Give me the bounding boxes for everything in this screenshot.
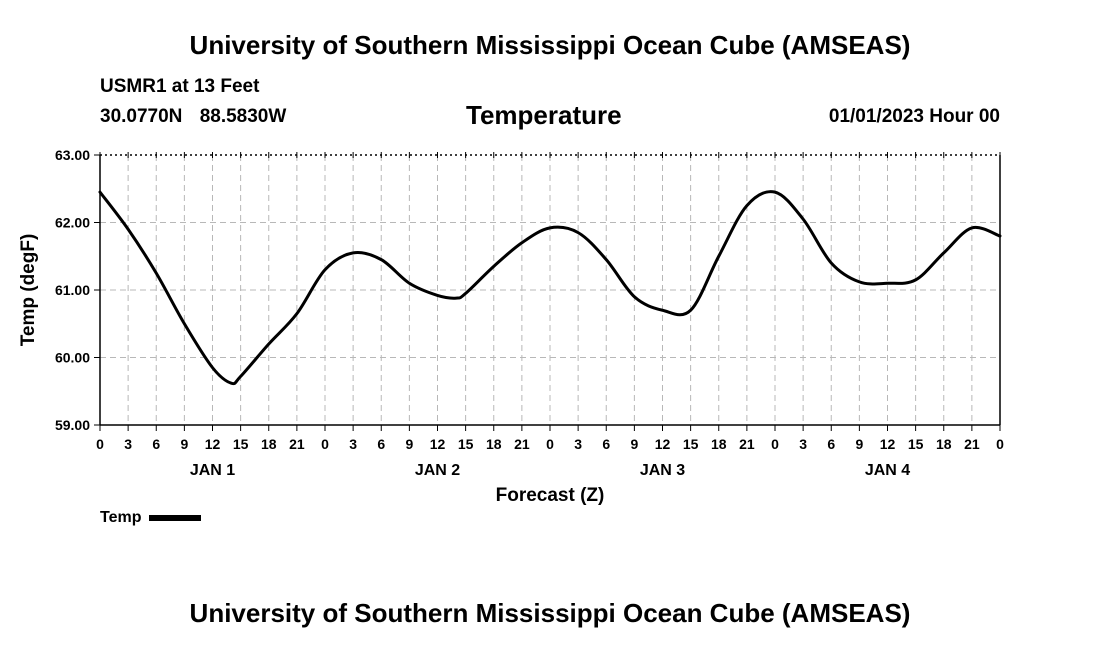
- x-tick-label: 12: [880, 436, 896, 452]
- x-tick-label: 18: [261, 436, 277, 452]
- y-tick-label: 63.00: [55, 147, 90, 163]
- x-tick-label: 21: [289, 436, 305, 452]
- x-tick-label: 18: [936, 436, 952, 452]
- x-tick-label: 3: [349, 436, 357, 452]
- x-tick-label: 0: [996, 436, 1004, 452]
- longitude-label: 88.5830W: [199, 106, 287, 127]
- y-tick-label: 61.00: [55, 282, 90, 298]
- y-tick-label: 59.00: [55, 417, 90, 433]
- x-tick-label: 6: [827, 436, 835, 452]
- x-tick-label: 9: [180, 436, 188, 452]
- x-axis-title: Forecast (Z): [496, 485, 605, 506]
- x-tick-label: 6: [602, 436, 610, 452]
- x-tick-label: 15: [908, 436, 924, 452]
- parameter-title: Temperature: [466, 100, 622, 130]
- x-tick-label: 18: [486, 436, 502, 452]
- x-tick-label: 9: [630, 436, 638, 452]
- x-tick-label: 21: [514, 436, 530, 452]
- legend-swatch: [149, 515, 202, 521]
- forecast-datetime: 01/01/2023 Hour 00: [828, 106, 1000, 127]
- x-tick-label: 21: [739, 436, 755, 452]
- x-tick-label: 12: [205, 436, 221, 452]
- latitude-label: 30.0770N: [100, 106, 183, 127]
- x-tick-label: 0: [96, 436, 104, 452]
- legend-label: Temp: [100, 509, 142, 526]
- legend: Temp: [100, 509, 202, 527]
- x-tick-label: 9: [405, 436, 413, 452]
- x-tick-label: 12: [655, 436, 671, 452]
- x-tick-label: 15: [233, 436, 249, 452]
- day-label: JAN 2: [415, 462, 460, 479]
- x-tick-label: 15: [458, 436, 474, 452]
- temp-series-line: [98, 190, 1002, 386]
- x-tick-label: 0: [321, 436, 329, 452]
- station-coordinates: 30.0770N 88.5830W: [100, 106, 286, 128]
- chart-footer-title: University of Southern Mississippi Ocean…: [189, 598, 911, 628]
- x-tick-label: 3: [799, 436, 807, 452]
- x-tick-label: 6: [377, 436, 385, 452]
- x-tick-label: 3: [574, 436, 582, 452]
- day-label: JAN 1: [190, 462, 235, 479]
- day-label: JAN 3: [640, 462, 685, 479]
- x-tick-label: 15: [683, 436, 699, 452]
- chart-header-title: University of Southern Mississippi Ocean…: [189, 30, 911, 60]
- x-tick-label: 18: [711, 436, 727, 452]
- y-tick-label: 60.00: [55, 350, 90, 366]
- station-label: USMR1 at 13 Feet: [100, 76, 260, 97]
- x-tick-label: 9: [855, 436, 863, 452]
- y-axis-title: Temp (degF): [18, 234, 39, 347]
- x-tick-label: 6: [152, 436, 160, 452]
- x-tick-label: 0: [771, 436, 779, 452]
- x-tick-label: 21: [964, 436, 980, 452]
- x-tick-label: 0: [546, 436, 554, 452]
- x-tick-label: 3: [124, 436, 132, 452]
- y-tick-label: 62.00: [55, 215, 90, 231]
- x-tick-label: 12: [430, 436, 446, 452]
- day-label: JAN 4: [865, 462, 910, 479]
